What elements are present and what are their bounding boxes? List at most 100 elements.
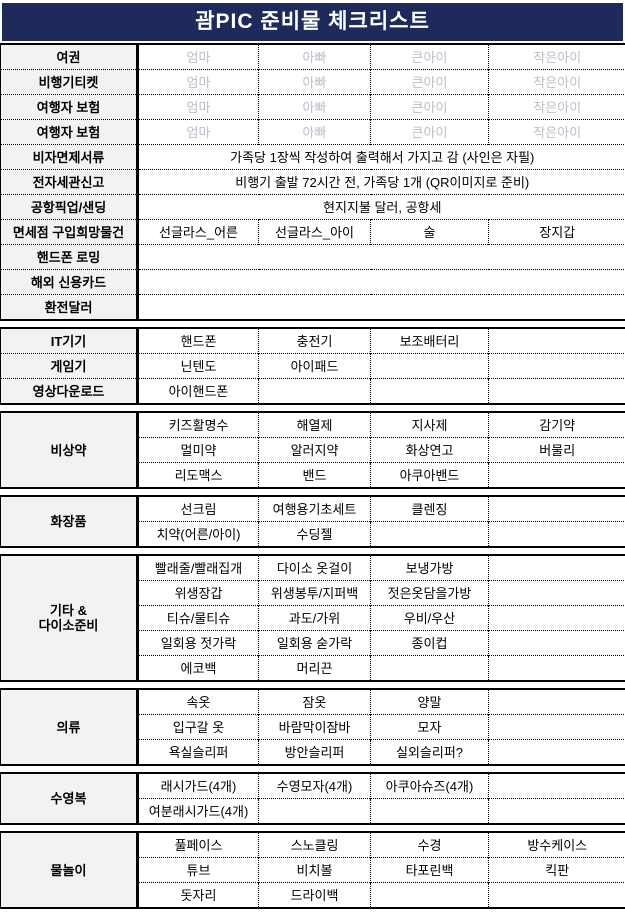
item-cell: 속옷 <box>186 694 211 710</box>
table-row: 의류 속옷 잠옷 양말 <box>0 689 625 765</box>
table-row: 일회용 젓가락 일회용 숟가락 종이컵 <box>1 630 625 656</box>
section-swimwear: 수영복 래시가드(4개) 수영모자(4개) 아쿠아슈즈(4개) 여분래시가드(4개) <box>0 772 625 825</box>
item-cell: 과도/가위 <box>258 605 371 631</box>
table-row: 튜브 비치볼 타포린백 킥판 <box>1 857 625 883</box>
item-cell: 치약(어른/아이) <box>137 521 259 547</box>
item-cell: 작은아이 <box>488 69 625 95</box>
item-cell: 에코백 <box>137 655 259 681</box>
item-cell: 엄마 <box>186 49 211 65</box>
item-cell: 알러지약 <box>258 437 371 463</box>
table-row: 전자세관신고 비행기 출발 72시간 전, 가족당 1개 (QR이미지로 준비) <box>0 169 625 195</box>
item-cell: 리도맥스 <box>137 462 259 488</box>
item-cell: 선크림 <box>180 501 217 517</box>
item-cell: 잠옷 <box>258 689 371 715</box>
table-row: 게임기 닌텐도 아이패드 <box>0 353 625 379</box>
item-cell <box>258 798 371 824</box>
item-cell <box>488 496 625 522</box>
table-row: 핸드폰 로밍 <box>0 244 625 270</box>
item-cell <box>488 882 625 908</box>
item-cell: 작은아이 <box>488 119 625 145</box>
table-row: 위생장갑 위생봉투/지퍼백 젓은옷담을가방 <box>1 580 625 606</box>
table-row: 면세점 구입희망물건 선글라스_어른 선글라스_아이 술 장지갑 <box>0 219 625 245</box>
table-row: 물놀이 풀페이스 스노클링 수경 방수케이스 <box>0 832 625 908</box>
table-row: 여분래시가드(4개) <box>1 798 625 824</box>
table-row: 수영복 래시가드(4개) 수영모자(4개) 아쿠아슈즈(4개) <box>0 773 625 824</box>
item-cell: 모자 <box>370 714 489 740</box>
section-clothing: 의류 속옷 잠옷 양말 입구갈 옷 바람막이잠바 모자 욕실슬리퍼 방안슬리퍼 실외슬리퍼? <box>0 688 625 766</box>
item-cell: 수경 <box>370 832 489 858</box>
item-cell <box>258 378 371 404</box>
item-cell: 아쿠아슈즈(4개) <box>370 773 489 799</box>
checklist-page: 괌PIC 준비물 체크리스트 여권 엄마 아빠 큰아이 작은아이 비행기티켓 엄마 아빠 큰아이… <box>0 3 625 909</box>
item-cell: 위생장갑 <box>137 580 259 606</box>
item-cell: 풀페이스 <box>174 837 223 853</box>
section-cosmetics: 화장품 선크림 여행용기초세트 클렌징 치약(어른/아이) 수딩젤 <box>0 495 625 548</box>
item-cell: 방수케이스 <box>488 832 625 858</box>
item-cell: 아빠 <box>258 119 371 145</box>
item-cell: 술 <box>370 219 489 245</box>
note-cell <box>137 294 625 320</box>
section-label: 비상약 <box>0 412 139 488</box>
item-cell: 입구갈 옷 <box>137 714 259 740</box>
row-label: 공항픽업/샌딩 <box>0 194 139 220</box>
table-row: 영상다운로드 아이핸드폰 <box>0 378 625 404</box>
row-label: 해외 신용카드 <box>0 269 139 295</box>
item-cell <box>488 580 625 606</box>
page-title: 괌PIC 준비물 체크리스트 <box>2 3 623 41</box>
item-cell: 다이소 옷걸이 <box>258 555 371 581</box>
item-cell: 클렌징 <box>370 496 489 522</box>
item-cell <box>488 773 625 799</box>
item-cell <box>488 689 625 715</box>
note-cell: 비행기 출발 72시간 전, 가족당 1개 (QR이미지로 준비) <box>137 169 625 195</box>
item-cell <box>370 798 489 824</box>
table-row: 환전달러 <box>0 294 625 320</box>
row-label: 여권 <box>0 44 139 70</box>
item-cell: 아이핸드폰 <box>137 378 259 404</box>
item-cell: 키즈활명수 <box>168 417 229 433</box>
item-cell: 큰아이 <box>370 119 489 145</box>
row-label: 면세점 구입희망물건 <box>0 219 139 245</box>
table-row: IT기기 핸드폰 충전기 보조배터리 <box>0 328 625 354</box>
section-label: 화장품 <box>0 496 139 547</box>
item-cell: 작은아이 <box>488 44 625 70</box>
item-cell <box>488 714 625 740</box>
row-label: 핸드폰 로밍 <box>0 244 139 270</box>
section-label: 물놀이 <box>0 832 139 908</box>
item-cell: 타포린백 <box>370 857 489 883</box>
section-label: 의류 <box>0 689 139 765</box>
item-cell <box>370 378 489 404</box>
table-row: 기타 & 다이소준비 빨래줄/빨래집개 다이소 옷걸이 보냉가방 <box>0 555 625 681</box>
item-cell: 충전기 <box>258 328 371 354</box>
item-cell: 드라이백 <box>258 882 371 908</box>
table-row: 여권 엄마 아빠 큰아이 작은아이 <box>0 44 625 70</box>
item-cell: 수영모자(4개) <box>258 773 371 799</box>
table-row: 치약(어른/아이) 수딩젤 <box>1 521 625 547</box>
item-cell: 보조배터리 <box>370 328 489 354</box>
row-label: 여행자 보험 <box>0 119 139 145</box>
table-row: 해외 신용카드 <box>0 269 625 295</box>
row-label: 환전달러 <box>0 294 139 320</box>
item-cell <box>488 555 625 581</box>
item-cell <box>488 521 625 547</box>
item-cell <box>488 462 625 488</box>
item-cell: 여분래시가드(4개) <box>137 798 259 824</box>
item-cell: 튜브 <box>137 857 259 883</box>
item-cell: 래시가드(4개) <box>160 778 237 794</box>
item-cell <box>370 521 489 547</box>
item-cell: 실외슬리퍼? <box>370 739 489 765</box>
item-cell: 큰아이 <box>370 94 489 120</box>
section-emergency-medicine: 비상약 키즈활명수 해열제 지사제 감기약 멀미약 알러지약 화상연고 버물리 리도맥스 밴드 아쿠아… <box>0 411 625 489</box>
item-cell <box>488 655 625 681</box>
item-cell: 빨래줄/빨래집개 <box>154 560 243 576</box>
note-cell: 가족당 1장씩 작성하여 출력해서 가지고 감 (사인은 자필) <box>137 144 625 170</box>
item-cell: 비치볼 <box>258 857 371 883</box>
item-cell <box>488 328 625 354</box>
item-cell: 작은아이 <box>488 94 625 120</box>
row-label: 게임기 <box>0 353 139 379</box>
row-label: IT기기 <box>0 328 139 354</box>
item-cell: 선글라스_어른 <box>137 219 259 245</box>
item-cell <box>488 739 625 765</box>
item-cell: 지사제 <box>370 412 489 438</box>
item-cell <box>488 378 625 404</box>
item-cell: 감기약 <box>488 412 625 438</box>
